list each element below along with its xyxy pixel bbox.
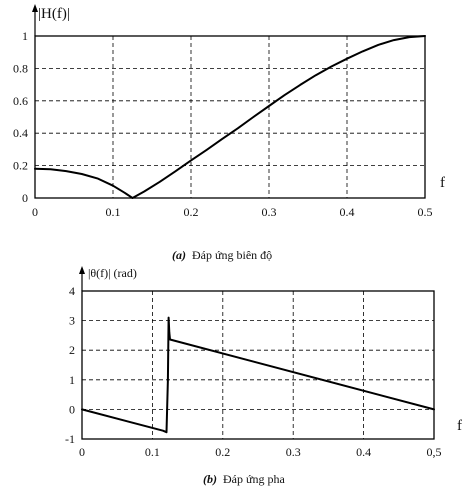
grid-b bbox=[82, 291, 434, 439]
caption-a-text: Đáp ứng biên độ bbox=[192, 248, 272, 262]
series-line-b bbox=[81, 316, 435, 434]
x-tick-label-b: 0 bbox=[79, 445, 85, 459]
y-axis-arrowhead-b bbox=[79, 266, 85, 274]
y-tick-label-a: 0.4 bbox=[13, 126, 28, 140]
chart-magnitude: |H(f)| f 0 0.1 0.2 0.3 0.4 0.500.20.40.60.81 … bbox=[13, 4, 445, 262]
chart-phase: |θ(f)| (rad) f 0 0.1 0.2 0.3 0.4 0,5 -1 0 1 2 3 4 (… bbox=[65, 266, 462, 486]
caption-a: (a) Đáp ứng biên độ bbox=[172, 248, 272, 262]
ticks-a: 0 0.1 0.2 0.3 0.4 0.5 0 0.2 0.4 0.6 0.8 1 bbox=[13, 29, 433, 219]
y-tick-label-b: 1 bbox=[69, 373, 75, 387]
y-axis-label-b: |θ(f)| (rad) bbox=[88, 266, 137, 280]
x-tick-label-b: 0.1 bbox=[145, 445, 160, 459]
x-tick-label-b: 0.4 bbox=[356, 445, 371, 459]
plot-frame-b bbox=[81, 290, 435, 440]
y-tick-label-b: 2 bbox=[69, 343, 75, 357]
series-line-a bbox=[34, 35, 426, 199]
x-tick-label-a: 0.4 bbox=[340, 205, 355, 219]
x-tick-label-a: 0 bbox=[32, 205, 38, 219]
series-a bbox=[34, 35, 426, 199]
x-tick-label-b: 0,5 bbox=[427, 445, 442, 459]
caption-b-text: Đáp ứng pha bbox=[223, 472, 285, 486]
x-axis-label-a: f bbox=[440, 175, 445, 191]
caption-b: (b) Đáp ứng pha bbox=[203, 472, 285, 486]
ticks-b: 0 0.1 0.2 0.3 0.4 0,5 -1 0 1 2 3 4 bbox=[65, 284, 442, 459]
y-tick-label-a: 1 bbox=[22, 29, 28, 43]
y-tick-label-b: 0 bbox=[69, 402, 75, 416]
y-tick-label-a: 0.6 bbox=[13, 94, 28, 108]
y-axis-label-a: |H(f)| bbox=[38, 6, 70, 22]
y-tick-label-a: 0.2 bbox=[13, 159, 28, 173]
y-axis-arrowhead-a bbox=[32, 4, 38, 12]
grid-a bbox=[35, 36, 425, 198]
y-tick-label-b: 4 bbox=[69, 284, 75, 298]
x-tick-label-a: 0.5 bbox=[418, 205, 433, 219]
plot-frame-a bbox=[34, 35, 426, 199]
x-tick-label-a: 0.1 bbox=[106, 205, 121, 219]
y-tick-label-b: 3 bbox=[69, 314, 75, 328]
x-tick-label-a: 0.3 bbox=[262, 205, 277, 219]
y-tick-label-a: 0 bbox=[22, 191, 28, 205]
caption-a-prefix: (a) bbox=[172, 248, 186, 262]
x-tick-label-b: 0.3 bbox=[286, 445, 301, 459]
y-tick-label-b: -1 bbox=[65, 432, 75, 446]
caption-b-prefix: (b) bbox=[203, 472, 217, 486]
series-b bbox=[81, 316, 435, 434]
y-tick-label-a: 0.8 bbox=[13, 61, 28, 75]
x-tick-label-b: 0.2 bbox=[215, 445, 230, 459]
x-axis-label-b: f bbox=[457, 418, 462, 434]
x-tick-label-a: 0.2 bbox=[184, 205, 199, 219]
